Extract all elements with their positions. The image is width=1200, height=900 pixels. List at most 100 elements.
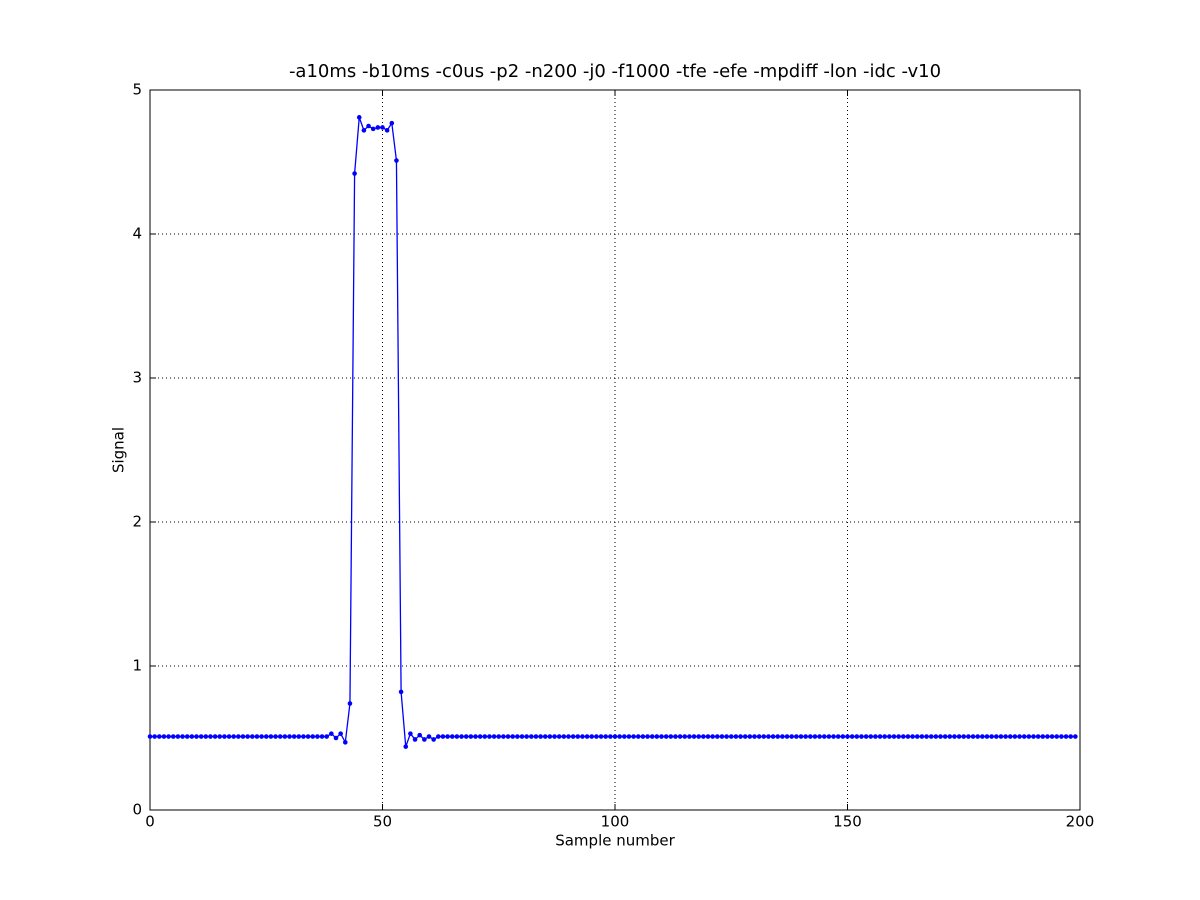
data-point [352, 171, 357, 176]
data-point [687, 734, 692, 739]
data-point [212, 734, 218, 739]
data-point [240, 734, 246, 739]
data-point [356, 115, 362, 120]
data-point [817, 734, 822, 739]
data-point [603, 734, 608, 739]
data-point [250, 734, 255, 739]
data-point [222, 734, 227, 739]
data-point [426, 734, 432, 739]
data-point [747, 734, 753, 739]
data-point [821, 734, 827, 739]
data-point [812, 734, 818, 739]
data-point [938, 734, 943, 739]
data-point [491, 734, 497, 739]
data-point [961, 734, 967, 739]
data-point [454, 734, 460, 739]
data-point [208, 734, 213, 739]
data-point [170, 734, 176, 739]
data-point [282, 734, 288, 739]
data-point [1045, 734, 1050, 739]
data-point [752, 734, 757, 739]
data-point [291, 734, 297, 739]
data-point [1035, 734, 1041, 739]
data-point [715, 734, 720, 739]
data-point [333, 735, 339, 741]
data-point [329, 731, 334, 736]
data-point [566, 734, 571, 739]
data-point [1003, 734, 1008, 739]
data-point [296, 734, 302, 739]
data-point [622, 734, 627, 739]
y-tick-label: 3 [132, 369, 142, 387]
data-point [1026, 734, 1032, 739]
data-point [259, 734, 264, 739]
data-point [319, 734, 325, 739]
data-point [380, 125, 385, 130]
data-point [859, 734, 864, 739]
data-point [194, 734, 199, 739]
data-point [556, 734, 562, 739]
data-point [668, 734, 674, 739]
data-point [989, 734, 994, 739]
data-point [245, 734, 250, 739]
data-point [942, 734, 948, 739]
data-point [236, 734, 241, 739]
data-point [975, 734, 980, 739]
data-point [640, 734, 646, 739]
data-point [217, 734, 223, 739]
data-point [440, 734, 446, 739]
data-point [1017, 734, 1022, 739]
data-point [924, 734, 929, 739]
data-point [575, 734, 581, 739]
data-point [756, 734, 762, 739]
data-point [580, 734, 585, 739]
x-tick-label: 150 [833, 813, 862, 831]
data-point [794, 734, 799, 739]
y-tick-label: 5 [132, 81, 142, 99]
data-point [561, 734, 567, 739]
data-point [947, 734, 953, 739]
y-tick-label: 1 [132, 657, 142, 675]
data-point [1031, 734, 1036, 739]
data-point [394, 158, 399, 163]
data-point [398, 689, 404, 695]
data-point [849, 734, 855, 739]
data-point [552, 734, 557, 739]
data-point [389, 120, 395, 126]
data-point [417, 732, 423, 738]
data-point [696, 734, 701, 739]
data-point [338, 731, 343, 736]
data-point [231, 734, 236, 739]
data-point [659, 734, 664, 739]
data-point [589, 734, 595, 739]
data-point [533, 734, 539, 739]
data-point [482, 734, 488, 739]
data-point [798, 734, 804, 739]
data-point [468, 734, 474, 739]
data-point [403, 744, 409, 749]
data-point [524, 734, 529, 739]
data-point [766, 734, 771, 739]
data-point [612, 734, 618, 739]
data-point [775, 734, 781, 739]
data-point [375, 125, 381, 130]
data-point [868, 734, 874, 739]
y-tick-label: 2 [132, 513, 142, 531]
data-point [180, 734, 185, 739]
data-point [710, 734, 715, 739]
data-point [542, 734, 548, 739]
data-point [361, 128, 367, 133]
data-point [608, 734, 613, 739]
y-tick-label: 0 [132, 801, 142, 819]
data-point [1073, 734, 1078, 739]
data-point [673, 734, 678, 739]
data-point [682, 734, 688, 739]
data-point [882, 734, 887, 739]
data-point [928, 734, 934, 739]
data-point [626, 734, 632, 739]
data-point [505, 734, 511, 739]
data-point [449, 734, 455, 739]
data-point [919, 734, 925, 739]
data-point [436, 734, 441, 739]
